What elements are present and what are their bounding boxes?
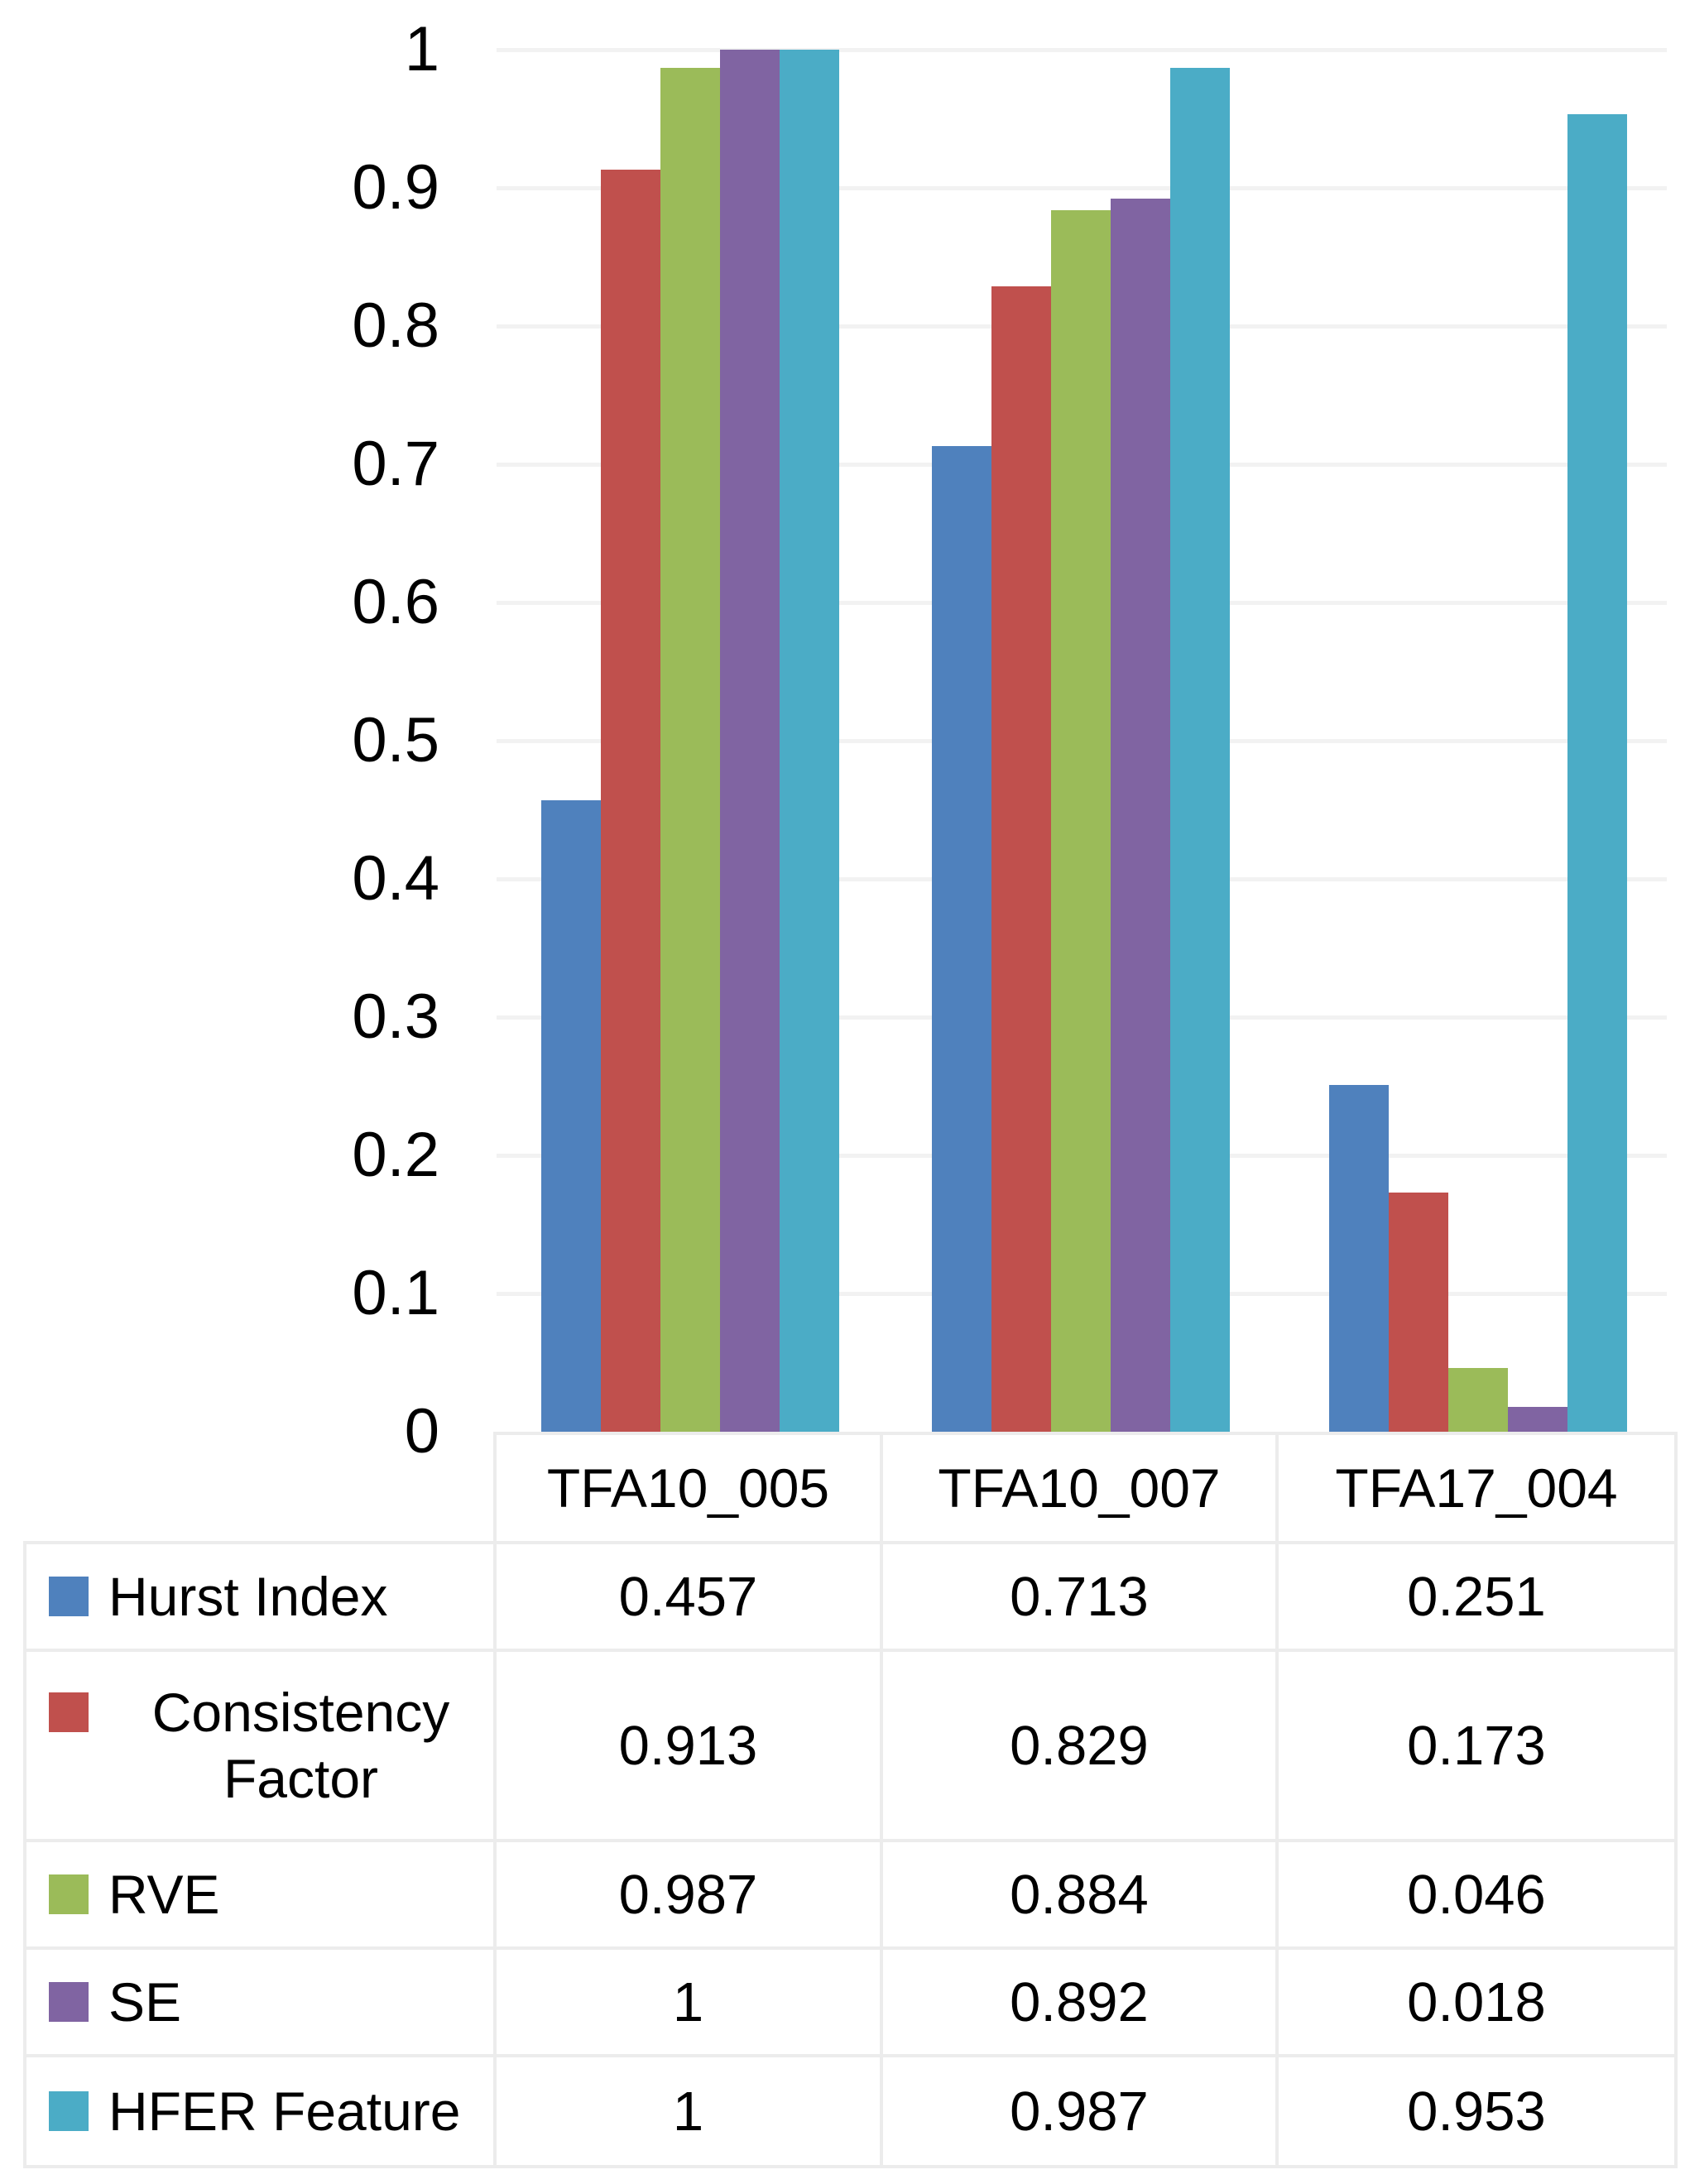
series-name: HFER Feature: [108, 2081, 461, 2142]
bar: [1170, 68, 1230, 1432]
table-value-cell: 0.018: [1279, 1950, 1674, 2054]
bar: [1329, 1085, 1389, 1432]
table-value-cell: 0.892: [883, 1950, 1275, 2054]
series-name: Consistency Factor: [151, 1682, 450, 1809]
gridline: [497, 186, 1667, 190]
legend-cell: Consistency Factor: [26, 1652, 493, 1839]
y-axis-tick-label: 0.7: [352, 429, 439, 499]
table-value-cell: 0.713: [883, 1544, 1275, 1649]
legend-cell: Hurst Index: [26, 1544, 493, 1649]
category-label: TFA10_005: [497, 1435, 880, 1541]
bar: [601, 170, 660, 1432]
bar: [720, 50, 780, 1432]
bar: [1508, 1407, 1567, 1432]
y-axis-tick-label: 0.9: [352, 152, 439, 223]
series-name: Hurst Index: [108, 1566, 388, 1627]
table-value-cell: 0.457: [497, 1544, 880, 1649]
table-value-cell: 0.251: [1279, 1544, 1674, 1649]
bar: [1051, 210, 1111, 1432]
legend-cell: SE: [26, 1950, 493, 2054]
gridline: [497, 48, 1667, 52]
table-value-cell: 0.987: [497, 1842, 880, 1946]
table-value-cell: 0.884: [883, 1842, 1275, 1946]
table-value-cell: 1: [497, 2057, 880, 2165]
series-color-swatch-icon: [49, 1874, 89, 1914]
y-axis-tick-label: 0.5: [352, 705, 439, 775]
y-axis-tick-label: 0.6: [352, 567, 439, 637]
bar: [991, 286, 1051, 1432]
legend-cell: RVE: [26, 1842, 493, 1946]
category-row: TFA10_005 TFA10_007 TFA17_004: [493, 1432, 1678, 1541]
bar: [1111, 199, 1170, 1432]
bar: [1389, 1193, 1448, 1432]
y-axis-tick-label: 0.1: [352, 1258, 439, 1328]
data-table: Hurst Index 0.457 0.713 0.251 Consistency Fa…: [23, 1541, 1678, 2168]
legend-cell: HFER Feature: [26, 2057, 493, 2165]
category-label: TFA10_007: [883, 1435, 1275, 1541]
table-value-cell: 0.953: [1279, 2057, 1674, 2165]
table-value-cell: 0.173: [1279, 1652, 1674, 1839]
y-axis-tick-label: 0.3: [352, 982, 439, 1052]
table-value-cell: 0.913: [497, 1652, 880, 1839]
y-axis-tick-label: 0.2: [352, 1120, 439, 1190]
series-color-swatch-icon: [49, 1982, 89, 2022]
y-axis-tick-label: 1: [404, 14, 439, 84]
category-label: TFA17_004: [1279, 1435, 1674, 1541]
y-axis-tick-label: 0.8: [352, 290, 439, 361]
y-axis-tick-label: 0: [404, 1396, 439, 1466]
table-value-cell: 0.829: [883, 1652, 1275, 1839]
bar: [1567, 114, 1627, 1432]
series-color-swatch-icon: [49, 2091, 89, 2131]
bar: [780, 50, 839, 1432]
bar: [1448, 1368, 1508, 1432]
table-value-cell: 1: [497, 1950, 880, 2054]
series-name: SE: [108, 1971, 182, 2033]
bar: [932, 446, 991, 1432]
series-name: RVE: [108, 1864, 220, 1925]
table-value-cell: 0.046: [1279, 1842, 1674, 1946]
table-value-cell: 0.987: [883, 2057, 1275, 2165]
bar: [541, 800, 601, 1432]
series-color-swatch-icon: [49, 1692, 89, 1732]
y-axis-tick-label: 0.4: [352, 843, 439, 914]
series-color-swatch-icon: [49, 1577, 89, 1616]
bar: [660, 68, 720, 1432]
